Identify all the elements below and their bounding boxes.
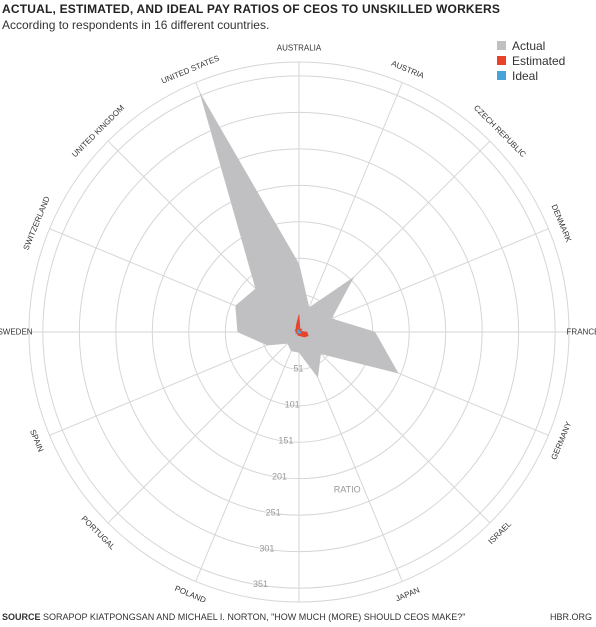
category-label-sweden: SWEDEN bbox=[0, 328, 33, 337]
category-label-austria: AUSTRIA bbox=[390, 59, 426, 81]
category-label-spain: SPAIN bbox=[28, 428, 45, 453]
legend-swatch-estimated bbox=[497, 56, 506, 65]
chart-title: ACTUAL, ESTIMATED, AND IDEAL PAY RATIOS … bbox=[2, 2, 501, 16]
legend-label-actual: Actual bbox=[512, 38, 546, 53]
category-label-germany: GERMANY bbox=[549, 420, 573, 461]
spoke-9 bbox=[195, 331, 300, 582]
radial-tick-label-0: 51 bbox=[294, 364, 304, 374]
source-text: SORAPOP KIATPONGSAN AND MICHAEL I. NORTO… bbox=[43, 612, 466, 622]
spoke-1 bbox=[298, 82, 403, 333]
category-label-france: FRANCE bbox=[567, 328, 596, 337]
radial-tick-label-5: 301 bbox=[259, 543, 274, 553]
source-label: SOURCE bbox=[2, 612, 41, 622]
category-label-united-states: UNITED STATES bbox=[160, 54, 221, 86]
category-label-australia: AUSTRALIA bbox=[277, 44, 322, 53]
category-label-denmark: DENMARK bbox=[550, 203, 574, 244]
series-ideal-area bbox=[296, 328, 302, 334]
legend-item-estimated: Estimated bbox=[497, 53, 565, 68]
category-label-israel: ISRAEL bbox=[487, 519, 514, 546]
chart-footer: SOURCE SORAPOP KIATPONGSAN AND MICHAEL I… bbox=[2, 612, 594, 622]
category-label-switzerland: SWITZERLAND bbox=[21, 195, 51, 252]
radial-tick-label-2: 151 bbox=[278, 436, 293, 446]
chart-subtitle: According to respondents in 16 different… bbox=[2, 18, 270, 32]
category-label-japan: JAPAN bbox=[394, 585, 421, 603]
category-label-poland: POLAND bbox=[173, 584, 207, 605]
radial-tick-label-1: 101 bbox=[285, 400, 300, 410]
spoke-6 bbox=[298, 331, 491, 524]
legend-label-estimated: Estimated bbox=[512, 53, 566, 68]
series-actual-area bbox=[199, 93, 399, 378]
radial-tick-label-6: 351 bbox=[253, 579, 268, 589]
radial-tick-label-3: 201 bbox=[272, 471, 287, 481]
radial-tick-label-4: 251 bbox=[266, 507, 281, 517]
legend-item-ideal: Ideal bbox=[497, 68, 565, 83]
legend-swatch-actual bbox=[497, 41, 506, 50]
radar-chart: 51 101 151 201 251 301 351 RATIO AUSTRALIA AUSTRI… bbox=[0, 44, 596, 605]
chart-legend: Actual Estimated Ideal bbox=[497, 38, 565, 83]
legend-label-ideal: Ideal bbox=[512, 68, 539, 83]
radial-axis-title: RATIO bbox=[334, 485, 361, 495]
spoke-10 bbox=[107, 331, 300, 524]
spoke-11 bbox=[49, 331, 300, 436]
legend-swatch-ideal bbox=[497, 71, 506, 80]
credit-text: HBR.ORG bbox=[549, 612, 592, 622]
spoke-3 bbox=[298, 228, 549, 333]
legend-item-actual: Actual bbox=[497, 38, 565, 53]
